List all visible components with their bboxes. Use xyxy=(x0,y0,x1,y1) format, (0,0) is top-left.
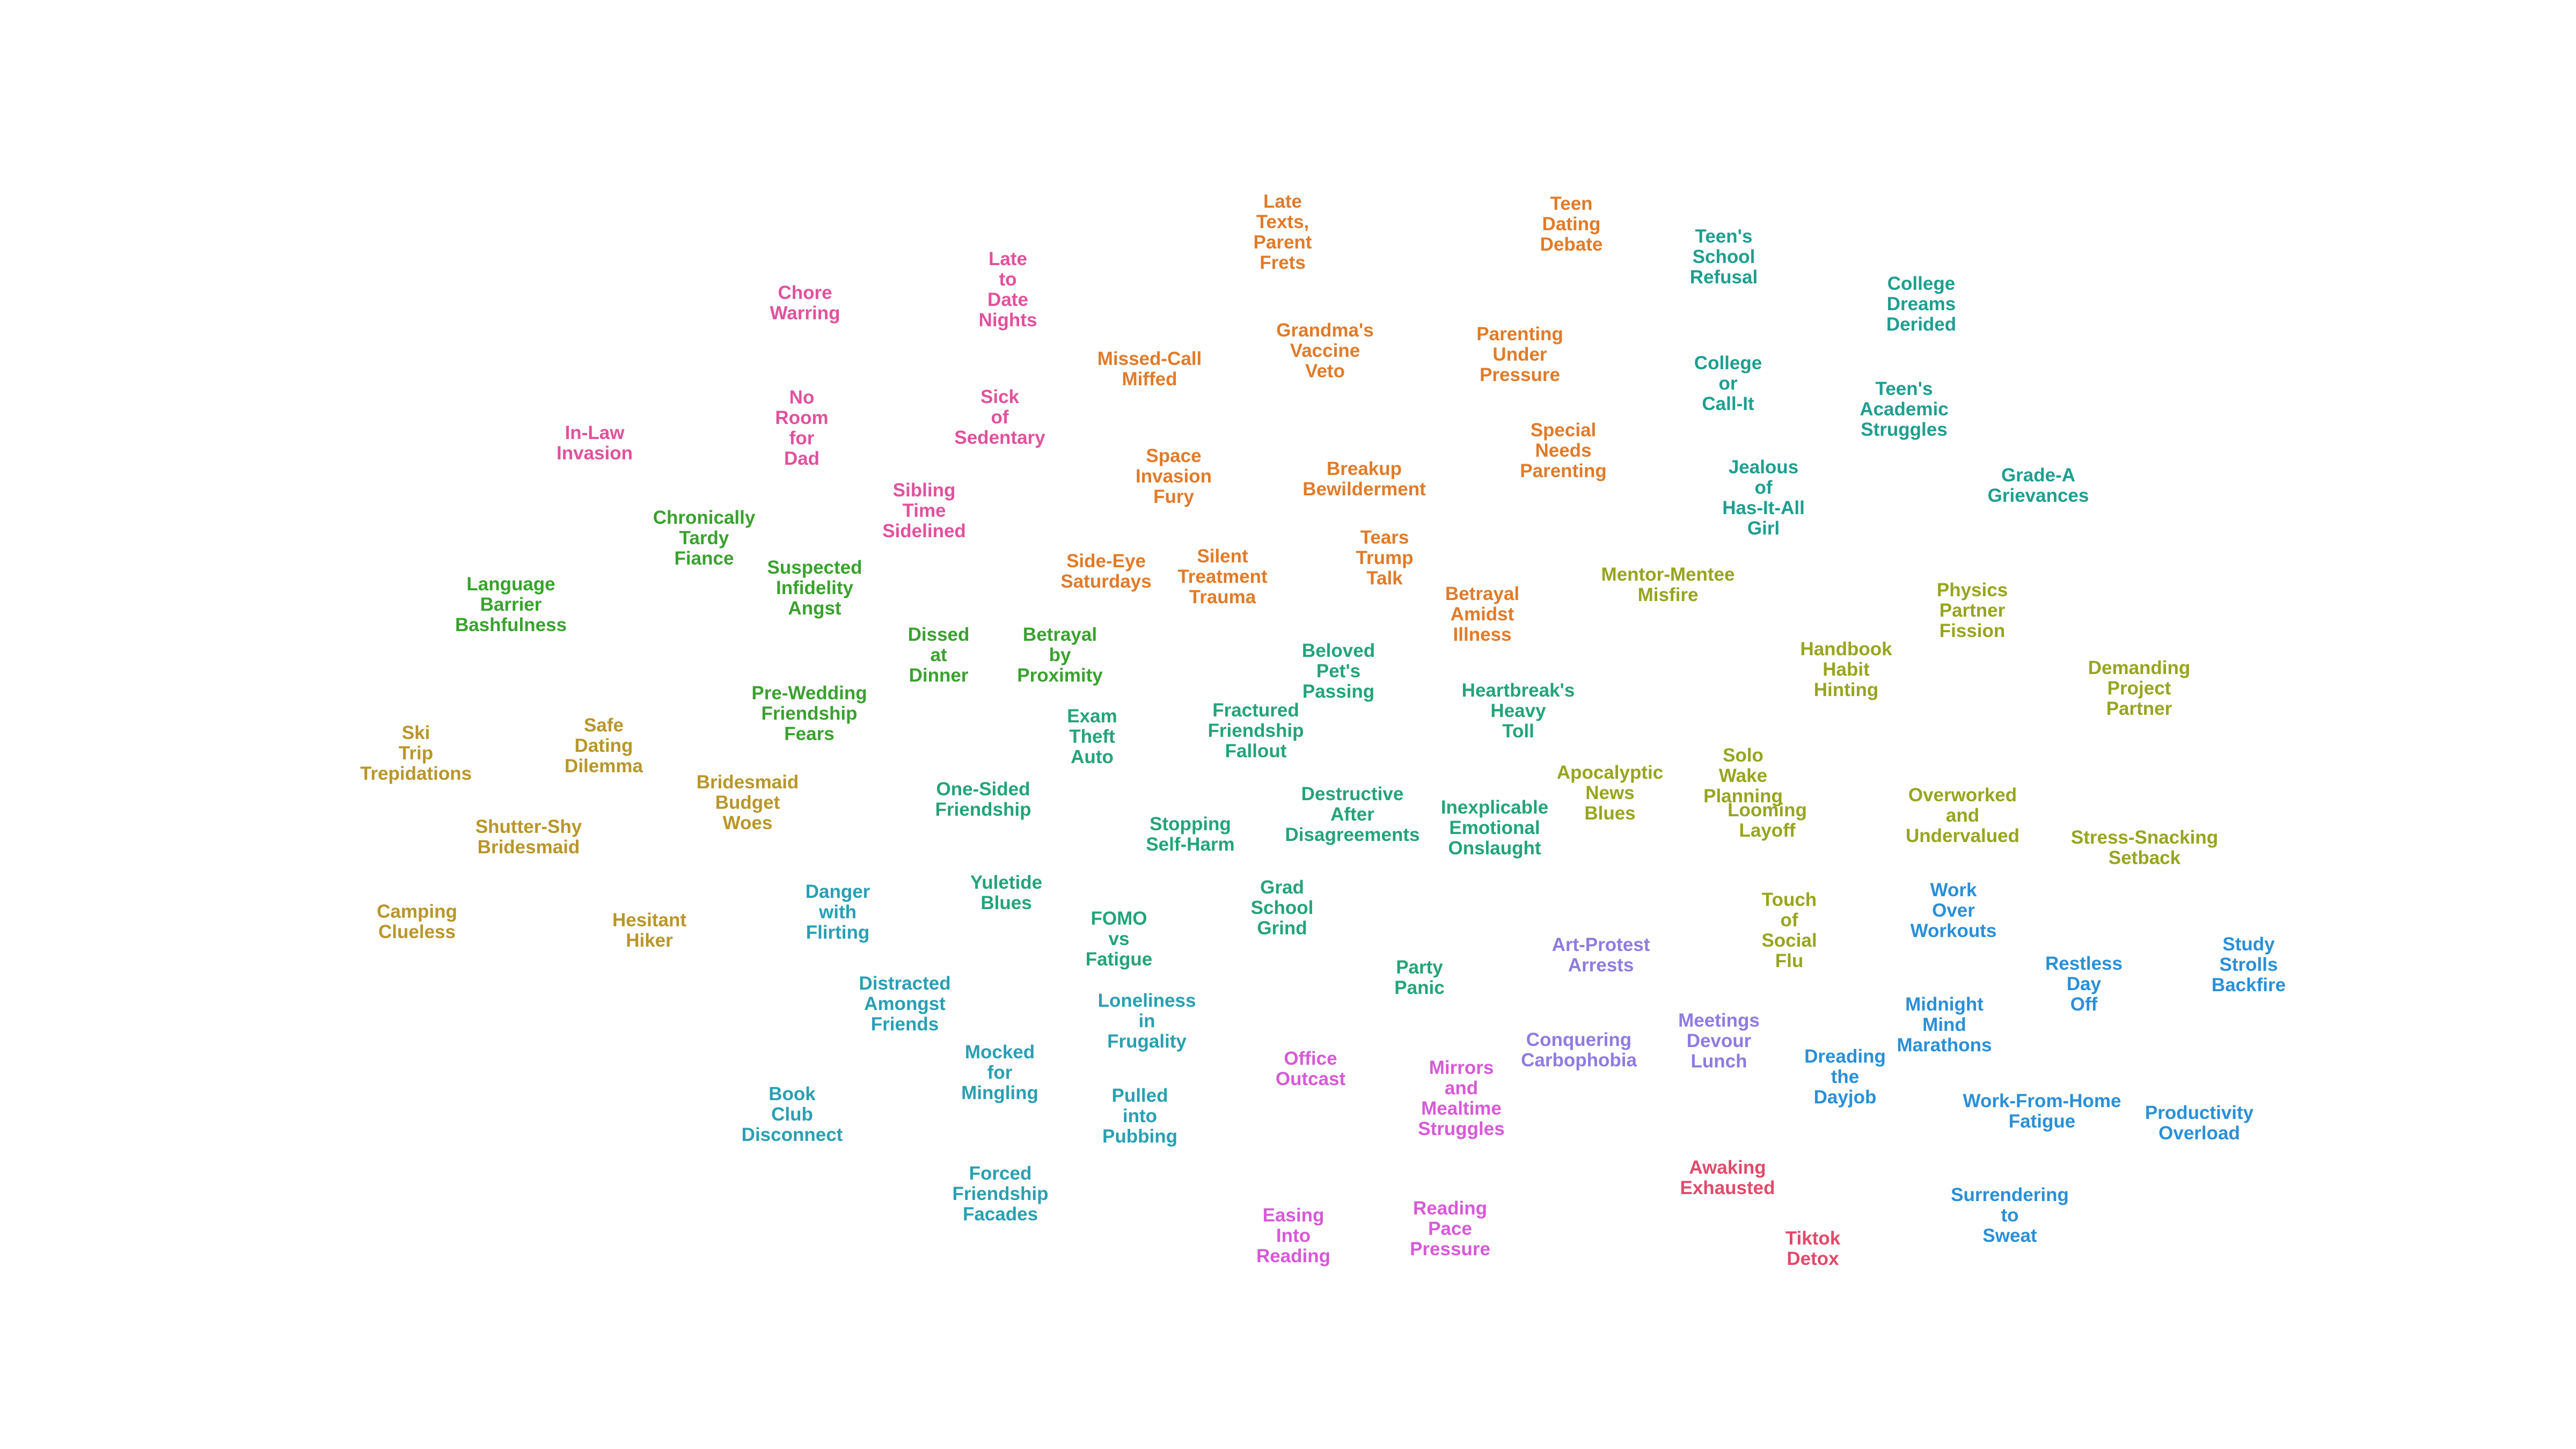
topic-label: Destructive After Disagreements xyxy=(1285,784,1420,845)
topic-label: Stopping Self-Harm xyxy=(1146,814,1235,855)
topic-label: Mocked for Mingling xyxy=(961,1042,1038,1103)
topic-label: In-Law Invasion xyxy=(557,422,633,464)
topic-label: College Dreams Derided xyxy=(1886,273,1957,335)
topic-label: Apocalyptic News Blues xyxy=(1556,762,1664,824)
topic-label: Dissed at Dinner xyxy=(908,624,970,686)
topic-label: Forced Friendship Facades xyxy=(952,1163,1049,1225)
topic-label: Study Strolls Backfire xyxy=(2211,934,2286,996)
topic-label: Pulled into Pubbing xyxy=(1102,1085,1177,1147)
topic-label: Loneliness in Frugality xyxy=(1097,990,1196,1052)
topic-label: Fractured Friendship Fallout xyxy=(1208,700,1304,762)
topic-label: Breakup Bewilderment xyxy=(1302,458,1426,500)
topic-label: Awaking Exhausted xyxy=(1680,1157,1775,1198)
topic-label: Shutter-Shy Bridesmaid xyxy=(475,816,582,858)
topic-label: Grandma's Vaccine Veto xyxy=(1276,320,1374,382)
topic-label: Safe Dating Dilemma xyxy=(565,715,643,777)
topic-label: Space Invasion Fury xyxy=(1136,445,1212,507)
topic-label: Betrayal by Proximity xyxy=(1017,624,1103,686)
topic-label: Jealous of Has-It-All Girl xyxy=(1722,457,1805,539)
topic-label: Book Club Disconnect xyxy=(741,1084,843,1145)
topic-label: Distracted Amongst Friends xyxy=(859,973,951,1035)
topic-label: Beloved Pet's Passing xyxy=(1301,640,1375,702)
topic-label: Office Outcast xyxy=(1275,1048,1346,1089)
topic-label: Grad School Grind xyxy=(1250,877,1314,939)
topic-label: Chore Warring xyxy=(770,282,840,324)
topic-label: Physics Partner Fission xyxy=(1936,580,2008,641)
topic-label: Productivity Overload xyxy=(2145,1102,2254,1144)
topic-label: Reading Pace Pressure xyxy=(1410,1198,1490,1260)
topic-label: Pre-Wedding Friendship Fears xyxy=(751,683,867,744)
topic-label: Grade-A Grievances xyxy=(1987,465,2089,506)
topic-label: Danger with Flirting xyxy=(805,881,870,943)
topic-label: Teen's Academic Struggles xyxy=(1860,378,1949,440)
topic-label: Overworked and Undervalued xyxy=(1906,785,2019,846)
topic-label: College or Call-It xyxy=(1694,353,1762,414)
topic-label: Teen Dating Debate xyxy=(1540,193,1603,255)
topic-label: Conquering Carbophobia xyxy=(1521,1029,1637,1071)
topic-label: Midnight Mind Marathons xyxy=(1897,994,1992,1056)
topic-label: Side-Eye Saturdays xyxy=(1060,551,1152,592)
topic-label: Hesitant Hiker xyxy=(612,910,687,951)
topic-label: Parenting Under Pressure xyxy=(1476,324,1563,385)
topic-label: Mirrors and Mealtime Struggles xyxy=(1418,1057,1505,1139)
topic-label: Betrayal Amidst Illness xyxy=(1445,583,1520,645)
topic-label: Camping Clueless xyxy=(377,901,457,942)
topic-label: FOMO vs Fatigue xyxy=(1085,908,1153,970)
topic-label: Chronically Tardy Fiance xyxy=(653,507,756,569)
topic-label: Handbook Habit Hinting xyxy=(1800,639,1892,700)
topic-label: Teen's School Refusal xyxy=(1689,226,1758,288)
topic-label: Inexplicable Emotional Onslaught xyxy=(1440,797,1549,859)
topic-label: Ski Trip Trepidations xyxy=(360,722,472,784)
topic-label: Sibling Time Sidelined xyxy=(882,480,966,541)
topic-label: Stress-Snacking Setback xyxy=(2070,827,2219,868)
topic-label: Surrendering to Sweat xyxy=(1951,1184,2069,1246)
topic-label: Suspected Infidelity Angst xyxy=(767,557,862,619)
topic-label: Language Barrier Bashfulness xyxy=(455,574,567,635)
topic-label: Exam Theft Auto xyxy=(1067,706,1117,767)
topic-label: Heartbreak's Heavy Toll xyxy=(1461,680,1575,742)
topic-label: Dreading the Dayjob xyxy=(1804,1046,1886,1108)
topic-label: Art-Protest Arrests xyxy=(1552,934,1650,976)
topic-label: Yuletide Blues xyxy=(970,872,1043,913)
topic-label: Silent Treatment Trauma xyxy=(1177,546,1268,608)
topic-label: Solo Wake Planning xyxy=(1703,745,1783,807)
topic-label: Sick of Sedentary xyxy=(954,386,1045,448)
topic-label: Restless Day Off xyxy=(2045,953,2123,1015)
topic-label: Mentor-Mentee Misfire xyxy=(1601,564,1735,605)
topic-label: Late to Date Nights xyxy=(978,248,1037,331)
topic-label: Bridesmaid Budget Woes xyxy=(696,772,799,833)
topic-label: No Room for Dad xyxy=(775,387,829,469)
topic-label: Work Over Workouts xyxy=(1910,880,1997,941)
topic-label: Touch of Social Flu xyxy=(1761,889,1817,971)
topic-label: Special Needs Parenting xyxy=(1520,420,1607,481)
topic-label: Missed-Call Miffed xyxy=(1097,348,1202,390)
topic-label: Easing Into Reading xyxy=(1256,1205,1331,1267)
topic-label: One-Sided Friendship xyxy=(935,779,1031,820)
topic-label: Party Panic xyxy=(1394,957,1445,998)
topic-label: Work-From-Home Fatigue xyxy=(1963,1091,2121,1132)
topic-label: Late Texts, Parent Frets xyxy=(1253,191,1312,273)
topic-label: Demanding Project Partner xyxy=(2088,657,2191,719)
topic-label: Meetings Devour Lunch xyxy=(1678,1010,1760,1072)
topic-label: Tears Trump Talk xyxy=(1356,527,1414,589)
topic-label: Looming Layoff xyxy=(1728,800,1807,841)
topic-label: Tiktok Detox xyxy=(1785,1228,1841,1269)
